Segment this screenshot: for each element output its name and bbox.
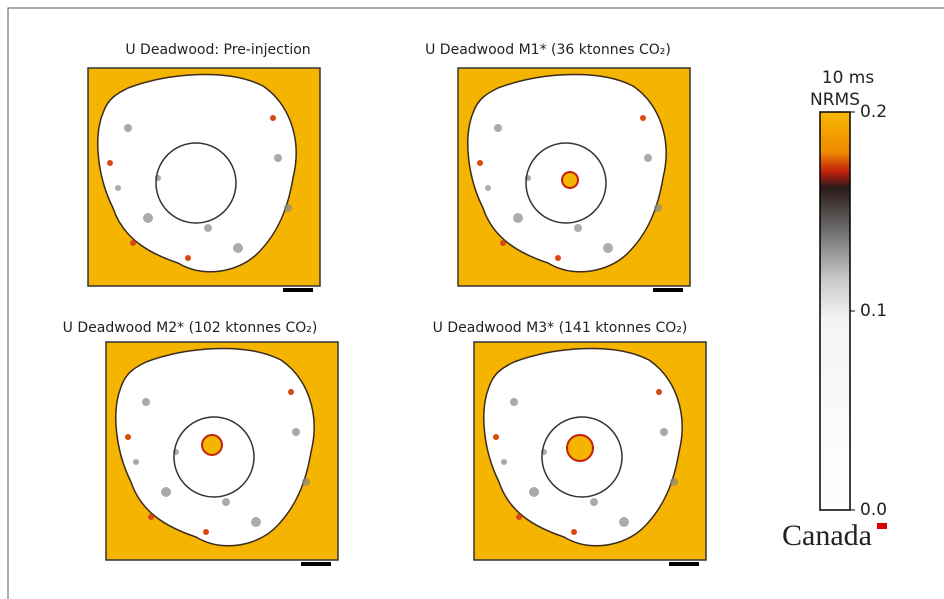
panel-title: U Deadwood M3* (141 ktonnes CO₂) (433, 320, 688, 336)
colorbar-title: 10 ms (822, 68, 875, 88)
colorbar-tick-label: 0.1 (860, 301, 887, 321)
logo: Canada (782, 519, 872, 552)
colorbar (820, 112, 850, 510)
plume (562, 172, 578, 188)
map-panel (106, 342, 338, 566)
panel-title: U Deadwood M2* (102 ktonnes CO₂) (63, 320, 318, 336)
flag (877, 523, 887, 529)
panel-title: U Deadwood: Pre-injection (125, 42, 310, 58)
figure: U Deadwood: Pre-injection U Deadwood M1*… (0, 0, 944, 599)
panel-title: U Deadwood M1* (36 ktonnes CO₂) (425, 42, 671, 58)
plume (202, 435, 222, 455)
colorbar-tick-label: 0.0 (860, 500, 887, 520)
colorbar-tick-label: 0.2 (860, 102, 887, 122)
map-panel (88, 68, 320, 292)
plume (567, 435, 593, 461)
colorbar-label: NRMS (810, 90, 860, 110)
